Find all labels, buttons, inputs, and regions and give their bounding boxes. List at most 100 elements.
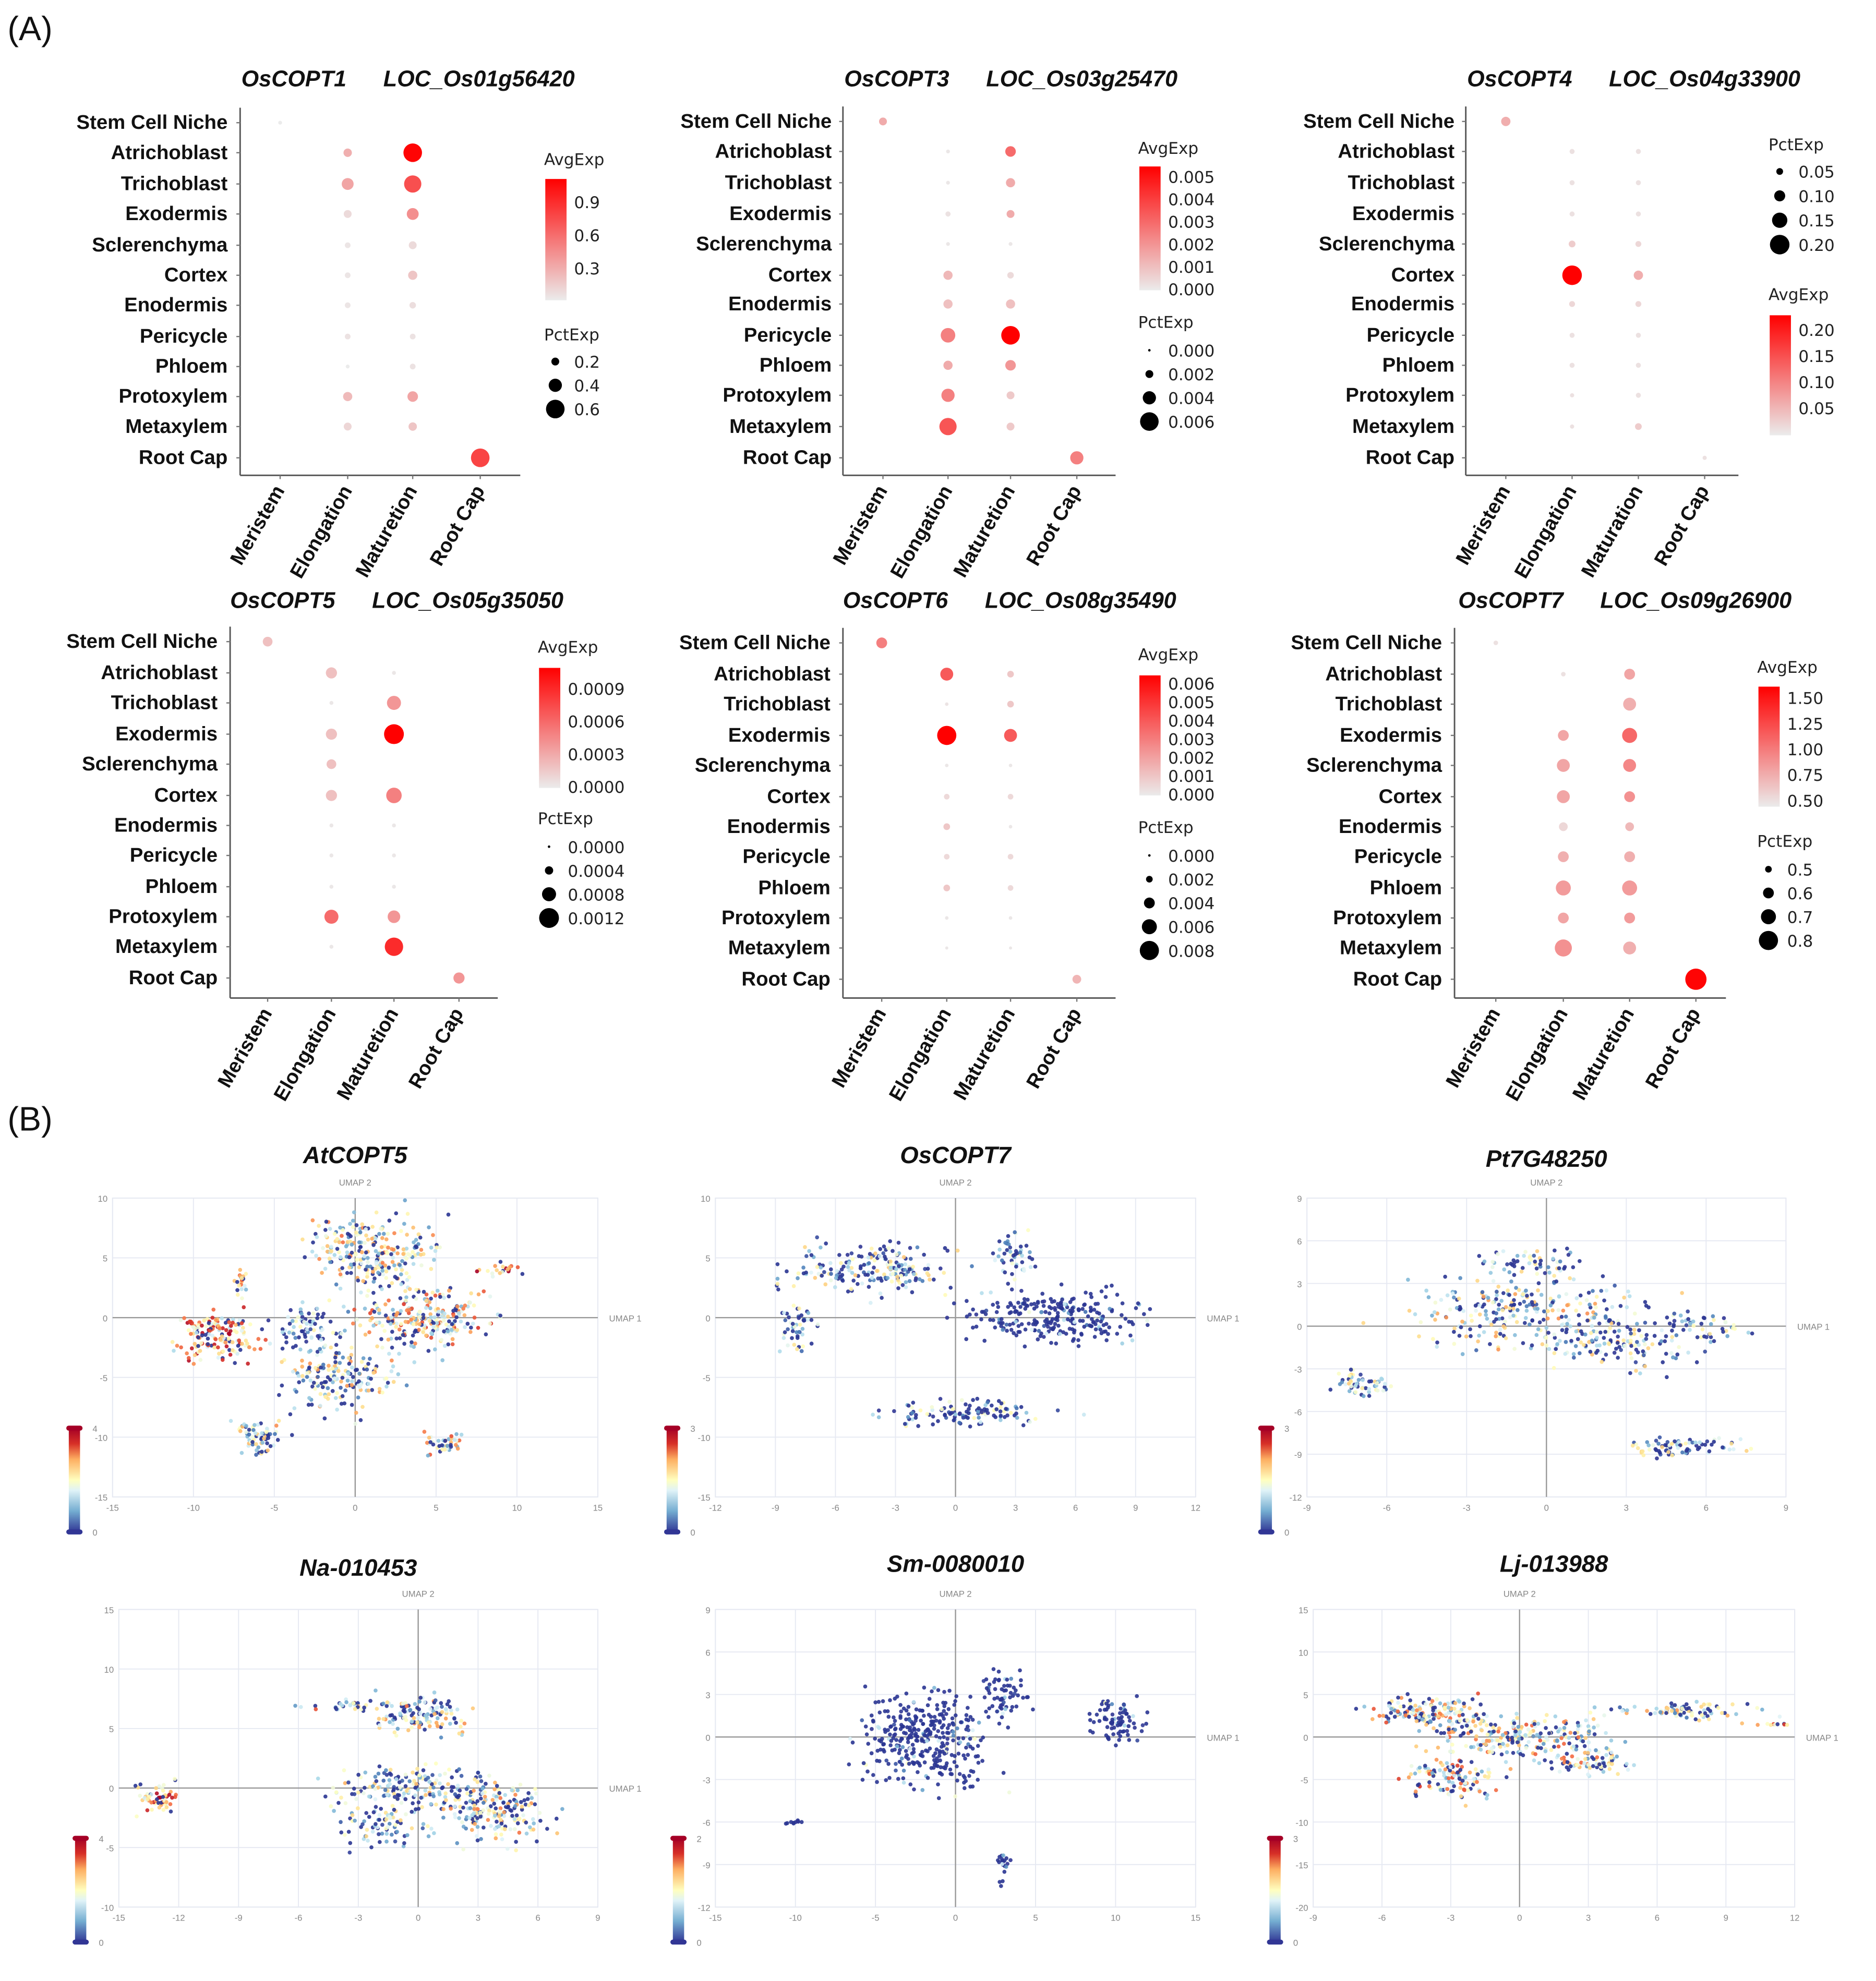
cell-point: [898, 1716, 903, 1720]
dot-protoxylem-maturetion: [407, 391, 418, 402]
cell-point: [459, 1773, 464, 1778]
cell-point: [438, 1245, 442, 1250]
cell-point: [936, 1688, 941, 1693]
cell-point: [230, 1340, 235, 1345]
cell-point: [790, 1322, 795, 1326]
cell-point: [959, 1720, 963, 1724]
y-axis-label: UMAP 2: [402, 1589, 435, 1599]
cell-point: [1478, 1702, 1483, 1707]
cell-point: [1468, 1770, 1472, 1775]
cell-point: [446, 1314, 450, 1319]
cell-point: [1020, 1260, 1025, 1264]
cell-point: [991, 1251, 995, 1255]
cell-point: [889, 1279, 894, 1284]
cell-point: [380, 1236, 384, 1240]
cell-point: [383, 1302, 388, 1307]
pctexp-size-dot: [551, 357, 559, 366]
cell-point: [315, 1235, 319, 1239]
cell-point: [816, 1272, 821, 1276]
cell-point: [1024, 1303, 1028, 1308]
dot-trichoblast-maturetion: [1006, 178, 1015, 188]
gene-name: OsCOPT4: [1467, 67, 1572, 92]
cell-point: [512, 1817, 517, 1821]
cell-point: [407, 1275, 412, 1279]
cell-point: [935, 1759, 940, 1763]
cell-point: [1032, 1328, 1037, 1333]
cell-point: [1447, 1727, 1451, 1732]
cell-point: [346, 1780, 351, 1785]
cell-point: [1605, 1307, 1609, 1311]
cell-point: [402, 1302, 406, 1307]
cell-point: [426, 1834, 431, 1839]
cell-point: [934, 1718, 939, 1723]
cell-point: [927, 1712, 931, 1717]
cell-point: [1719, 1711, 1724, 1716]
pctexp-tick: 0.004: [1168, 390, 1214, 408]
cell-point: [350, 1250, 354, 1255]
cell-point: [1686, 1309, 1690, 1314]
cell-point: [839, 1261, 843, 1265]
cell-point: [397, 1351, 401, 1356]
cell-point: [866, 1742, 871, 1746]
cell-point: [1131, 1322, 1135, 1326]
cell-point: [797, 1330, 801, 1334]
cell-point: [996, 1304, 1001, 1309]
cell-point: [1006, 1282, 1011, 1286]
cell-point: [417, 1310, 422, 1314]
cell-point: [863, 1724, 868, 1729]
cell-point: [224, 1328, 229, 1332]
cell-point: [916, 1770, 920, 1774]
cell-point: [976, 1409, 980, 1414]
cell-point: [1564, 1340, 1568, 1344]
cell-point: [1442, 1731, 1447, 1735]
cell-point: [1115, 1293, 1120, 1297]
cell-point: [1478, 1743, 1483, 1747]
cell-point: [359, 1250, 364, 1254]
column-label: Maturetion: [949, 481, 1019, 581]
cell-point: [440, 1785, 445, 1790]
cell-point: [244, 1430, 248, 1434]
cell-point: [886, 1246, 891, 1251]
cell-point: [916, 1424, 920, 1428]
cell-point: [991, 1302, 995, 1307]
cell-point: [900, 1762, 905, 1767]
cell-point: [300, 1358, 304, 1363]
x-tick-label: -6: [295, 1913, 303, 1923]
cell-point: [478, 1810, 483, 1815]
row-label: Atrichoblast: [1325, 662, 1442, 685]
cell-point: [428, 1312, 432, 1316]
cell-point: [928, 1746, 932, 1751]
row-label: Atrichoblast: [714, 662, 831, 685]
cell-point: [1450, 1291, 1455, 1296]
cell-point: [475, 1838, 480, 1843]
cell-point: [1704, 1335, 1709, 1339]
cell-point: [327, 1257, 332, 1261]
cell-point: [429, 1713, 434, 1718]
cell-point: [395, 1820, 400, 1824]
dot-metaxylem-maturetion: [384, 937, 403, 956]
cell-point: [877, 1726, 881, 1730]
cell-point: [783, 1330, 787, 1335]
cell-point: [1702, 1316, 1706, 1320]
cell-point: [912, 1787, 916, 1792]
dot-enodermis-elongation: [344, 302, 351, 308]
cell-point: [1000, 1258, 1004, 1263]
cell-point: [307, 1396, 311, 1400]
cell-point: [1533, 1752, 1538, 1756]
cell-point: [1431, 1337, 1435, 1341]
cell-point: [1417, 1715, 1421, 1720]
cell-point: [1136, 1301, 1140, 1306]
cell-point: [1672, 1319, 1677, 1323]
cell-point: [371, 1371, 376, 1375]
cell-point: [179, 1345, 183, 1350]
cell-point: [1516, 1724, 1521, 1729]
cell-point: [431, 1442, 436, 1447]
cell-point: [1483, 1774, 1487, 1779]
cell-point: [1604, 1746, 1609, 1750]
dot-protoxylem-elongation: [941, 389, 955, 402]
cell-point: [1536, 1288, 1540, 1293]
pctexp-tick: 0.20: [1798, 236, 1834, 255]
colorbar-max-handle: [66, 1426, 83, 1431]
column-label: Root Cap: [1650, 481, 1714, 570]
